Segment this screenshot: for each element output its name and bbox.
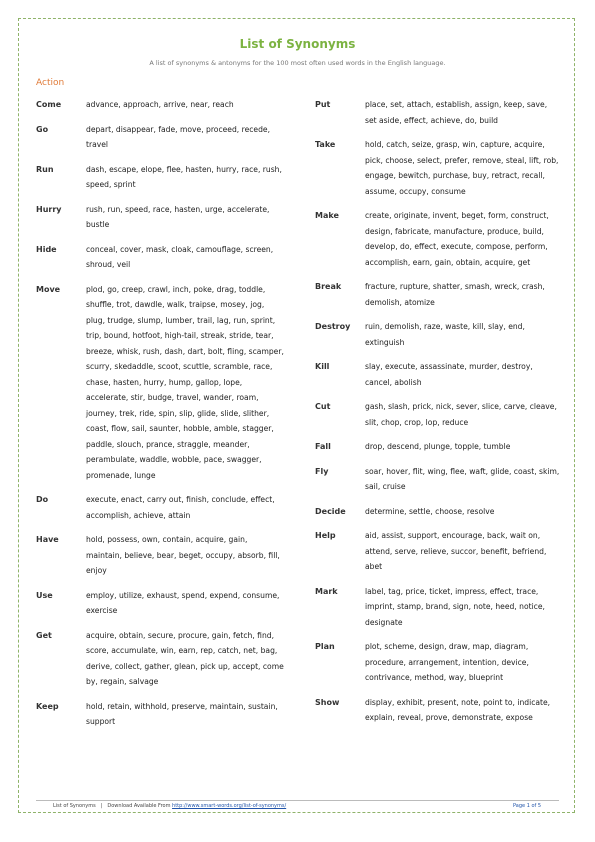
synonym-entry: Get acquire, obtain, secure, procure, gai… xyxy=(36,628,284,690)
synonym-entry: Do execute, enact, carry out, finish, con… xyxy=(36,492,284,523)
entry-word: Get xyxy=(36,630,52,640)
synonym-entry: Plan plot, scheme, design, draw, map, dia… xyxy=(315,639,560,686)
synonym-entry: Run dash, escape, elope, flee, hasten, hu… xyxy=(36,162,284,193)
entry-word: Destroy xyxy=(315,322,351,331)
entry-synonyms: employ, utilize, exhaust, spend, expend,… xyxy=(86,590,280,616)
footer-download-text: Download Available From xyxy=(107,803,171,809)
synonym-entry: Fall drop, descend, plunge, topple, tumbl… xyxy=(315,439,560,455)
synonym-entry: Fly soar, hover, flit, wing, flee, waft, … xyxy=(315,464,560,495)
entry-synonyms: create, originate, invent, beget, form, … xyxy=(365,211,549,267)
footer-doc-name: List of Synonyms xyxy=(53,803,96,809)
entry-word: Hide xyxy=(36,244,57,254)
synonym-entry: Hide conceal, cover, mask, cloak, camoufl… xyxy=(36,242,284,273)
entry-word: Have xyxy=(36,535,59,544)
right-column: Put place, set, attach, establish, assign… xyxy=(315,97,560,735)
synonym-entry: Kill slay, execute, assassinate, murder, … xyxy=(315,359,560,390)
synonym-entry: Help aid, assist, support, encourage, bac… xyxy=(315,528,560,575)
entry-synonyms: determine, settle, choose, resolve xyxy=(365,506,495,516)
entry-word: Come xyxy=(36,100,62,109)
entry-synonyms: execute, enact, carry out, finish, concl… xyxy=(86,495,275,520)
entry-word: Go xyxy=(36,124,49,134)
entry-word: Fly xyxy=(315,466,329,476)
entry-synonyms: label, tag, price, ticket, impress, effe… xyxy=(365,586,545,627)
entry-synonyms: hold, catch, seize, grasp, win, capture,… xyxy=(365,140,559,196)
entry-word: Move xyxy=(36,284,61,294)
entry-word: Show xyxy=(315,697,340,707)
footer-page-number: Page 1 of 5 xyxy=(513,803,542,809)
entry-synonyms: gash, slash, prick, nick, sever, slice, … xyxy=(365,402,557,427)
entry-synonyms: plot, scheme, design, draw, map, diagram… xyxy=(365,642,529,682)
synonym-entry: Use employ, utilize, exhaust, spend, expe… xyxy=(36,588,284,619)
synonym-entry: Hurry rush, run, speed, race, hasten, urg… xyxy=(36,202,284,233)
entry-synonyms: place, set, attach, establish, assign, k… xyxy=(365,100,548,125)
entry-word: Run xyxy=(36,164,54,174)
synonym-entry: Come advance, approach, arrive, near, rea… xyxy=(36,97,284,113)
entry-synonyms: hold, possess, own, contain, acquire, ga… xyxy=(86,535,280,575)
entry-synonyms: dash, escape, elope, flee, hasten, hurry… xyxy=(86,164,282,190)
page-title: List of Synonyms xyxy=(239,37,356,51)
left-column: Come advance, approach, arrive, near, rea… xyxy=(36,97,284,739)
entry-synonyms: acquire, obtain, secure, procure, gain, … xyxy=(86,630,284,687)
entry-synonyms: conceal, cover, mask, cloak, camouflage,… xyxy=(86,244,274,270)
synonym-entry: Have hold, possess, own, contain, acquire… xyxy=(36,532,284,579)
page-subtitle: A list of synonyms & antonyms for the 10… xyxy=(149,59,446,67)
synonym-entry: Destroy ruin, demolish, raze, waste, kill… xyxy=(315,319,560,350)
entry-synonyms: hold, retain, withhold, preserve, mainta… xyxy=(86,701,278,727)
entry-word: Mark xyxy=(315,586,338,596)
synonym-entry: Keep hold, retain, withhold, preserve, ma… xyxy=(36,699,284,730)
synonym-entry: Mark label, tag, price, ticket, impress, … xyxy=(315,584,560,631)
page-border xyxy=(18,18,575,813)
entry-word: Break xyxy=(315,282,342,291)
entry-synonyms: rush, run, speed, race, hasten, urge, ac… xyxy=(86,204,270,230)
entry-synonyms: plod, go, creep, crawl, inch, poke, drag… xyxy=(86,284,284,480)
entry-synonyms: display, exhibit, present, note, point t… xyxy=(365,697,551,723)
entry-word: Plan xyxy=(315,642,335,651)
footer-left: List of Synonyms | Download Available From… xyxy=(53,803,286,809)
entry-word: Help xyxy=(315,531,336,540)
synonym-entry: Decide determine, settle, choose, resolve xyxy=(315,504,560,520)
entry-synonyms: aid, assist, support, encourage, back, w… xyxy=(365,531,547,571)
entry-word: Fall xyxy=(315,442,331,451)
entry-synonyms: advance, approach, arrive, near, reach xyxy=(86,100,234,109)
entry-synonyms: fracture, rupture, shatter, smash, wreck… xyxy=(365,282,545,307)
entry-synonyms: drop, descend, plunge, topple, tumble xyxy=(365,442,511,451)
synonym-entry: Put place, set, attach, establish, assign… xyxy=(315,97,560,128)
entry-word: Cut xyxy=(315,402,331,411)
entry-word: Hurry xyxy=(36,204,62,214)
section-title: Action xyxy=(36,78,65,88)
synonym-entry: Take hold, catch, seize, grasp, win, capt… xyxy=(315,137,560,199)
footer-link[interactable]: http://www.smart-words.org/list-of-synon… xyxy=(172,803,287,809)
synonym-entry: Cut gash, slash, prick, nick, sever, slic… xyxy=(315,399,560,430)
synonym-entry: Break fracture, rupture, shatter, smash, … xyxy=(315,279,560,310)
entry-word: Put xyxy=(315,100,331,109)
entry-synonyms: depart, disappear, fade, move, proceed, … xyxy=(86,124,270,150)
synonym-entry: Make create, originate, invent, beget, fo… xyxy=(315,208,560,270)
entry-word: Keep xyxy=(36,701,59,711)
entry-synonyms: ruin, demolish, raze, waste, kill, slay,… xyxy=(365,322,525,347)
entry-synonyms: soar, hover, flit, wing, flee, waft, gli… xyxy=(365,466,560,492)
entry-word: Make xyxy=(315,211,339,220)
entry-word: Do xyxy=(36,495,49,504)
synonym-entry: Move plod, go, creep, crawl, inch, poke, … xyxy=(36,282,284,484)
entry-synonyms: slay, execute, assassinate, murder, dest… xyxy=(365,362,533,387)
entry-word: Take xyxy=(315,140,336,149)
footer-divider xyxy=(36,800,559,801)
entry-word: Decide xyxy=(315,506,346,516)
entry-word: Use xyxy=(36,590,53,600)
synonym-entry: Go depart, disappear, fade, move, proceed… xyxy=(36,122,284,153)
entry-word: Kill xyxy=(315,362,330,371)
footer-separator: | xyxy=(100,803,103,809)
synonym-entry: Show display, exhibit, present, note, poi… xyxy=(315,695,560,726)
